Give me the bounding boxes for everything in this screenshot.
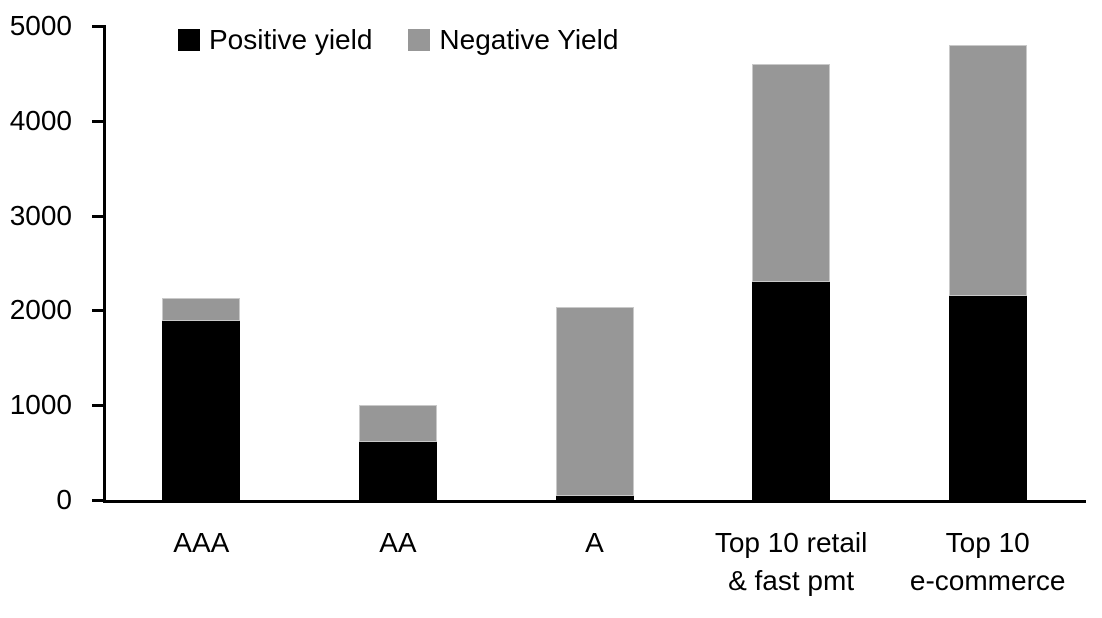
y-axis-line [103, 26, 106, 503]
bar-segment-negative-yield-top-10-retail-fast-pmt [752, 63, 831, 282]
x-axis-label-aaa: AAA [173, 527, 230, 558]
legend-item-positive-yield: Positive yield [178, 26, 372, 54]
bar-segment-positive-yield-top-10-e-commerce [948, 296, 1027, 500]
y-axis-tick-3000 [92, 214, 106, 218]
y-axis-label-0: 0 [56, 484, 72, 515]
bar-segment-negative-yield-aaa [162, 298, 241, 321]
bar-segment-positive-yield-aaa [162, 320, 241, 500]
bar-segment-negative-yield-aa [358, 405, 437, 443]
x-axis-label-a: A [585, 527, 604, 558]
y-axis-tick-1000 [92, 404, 106, 408]
y-axis-label-1000: 1000 [9, 389, 72, 421]
y-axis-tick-0 [92, 499, 106, 502]
bar-segment-negative-yield-a [555, 306, 634, 497]
y-axis-label-2000: 2000 [9, 294, 72, 326]
bar-segment-positive-yield-aa [358, 442, 437, 500]
bar-segment-negative-yield-top-10-e-commerce [948, 44, 1027, 297]
y-axis-tick-2000 [92, 309, 106, 313]
y-axis-tick-5000 [92, 25, 106, 28]
y-axis-label-3000: 3000 [9, 199, 72, 231]
bar-segment-positive-yield-top-10-retail-fast-pmt [752, 281, 831, 500]
legend-item-negative-yield: Negative Yield [408, 26, 618, 54]
legend-label-positive-yield: Positive yield [209, 24, 373, 55]
chart-legend: Positive yield Negative Yield [178, 26, 618, 54]
y-axis-label-4000: 4000 [9, 104, 72, 136]
x-axis-line [103, 500, 1086, 503]
x-axis-label-aa: AA [379, 527, 417, 558]
x-axis-label-top-10-retail-fast-pmt: Top 10 retail & fast pmt [714, 527, 868, 596]
legend-swatch-negative-yield [408, 29, 431, 51]
legend-label-negative-yield: Negative Yield [439, 24, 619, 55]
bar-segment-positive-yield-a [555, 496, 634, 500]
legend-swatch-positive-yield [178, 29, 200, 51]
y-axis-label-5000: 5000 [9, 10, 72, 41]
y-axis-tick-4000 [92, 119, 106, 123]
x-axis-label-top-10-e-commerce: Top 10 e-commerce [909, 527, 1066, 596]
